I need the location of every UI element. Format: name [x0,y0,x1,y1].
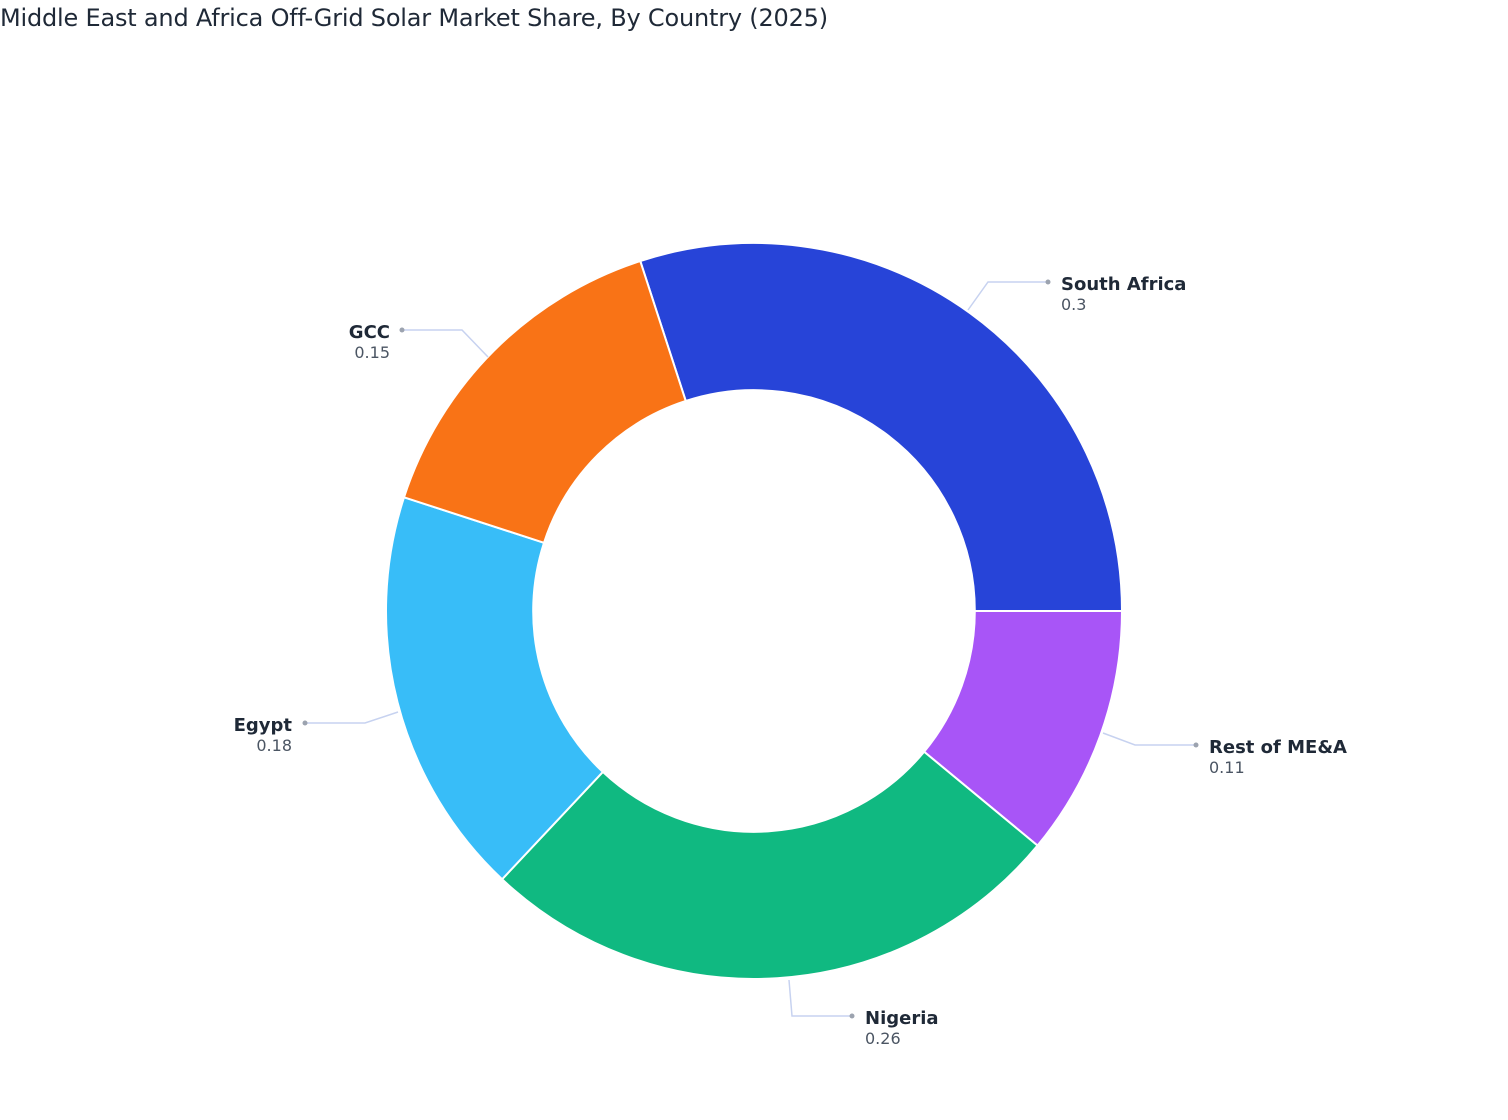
leader-dot-nigeria [849,1013,855,1019]
label-gcc: GCC [349,322,390,343]
label-rest-of-me-a: Rest of ME&A [1209,737,1347,758]
leader-line-rest-of-me-a [1102,732,1196,746]
leader-line-nigeria [788,979,852,1017]
leader-line-south-africa [967,281,1048,311]
slice-gcc[interactable] [402,259,688,545]
label-south-africa: South Africa [1061,274,1186,295]
value-label-egypt: 0.18 [256,736,292,755]
label-nigeria: Nigeria [865,1008,939,1029]
value-label-gcc: 0.15 [354,343,390,362]
leader-dot-gcc [399,327,405,333]
slice-south-africa[interactable] [639,242,1124,612]
leader-line-egypt [305,711,399,724]
leader-line-gcc [402,329,489,358]
value-label-rest-of-me-a: 0.11 [1209,758,1245,777]
slice-nigeria[interactable] [500,750,1039,980]
leader-dot-rest-of-me-a [1193,742,1199,748]
value-label-nigeria: 0.26 [865,1029,901,1048]
chart-title: Middle East and Africa Off-Grid Solar Ma… [0,4,828,32]
slice-egypt[interactable] [385,496,605,881]
label-egypt: Egypt [234,715,293,736]
leader-dot-egypt [302,720,308,726]
value-label-south-africa: 0.3 [1061,295,1086,314]
leader-dot-south-africa [1045,279,1051,285]
